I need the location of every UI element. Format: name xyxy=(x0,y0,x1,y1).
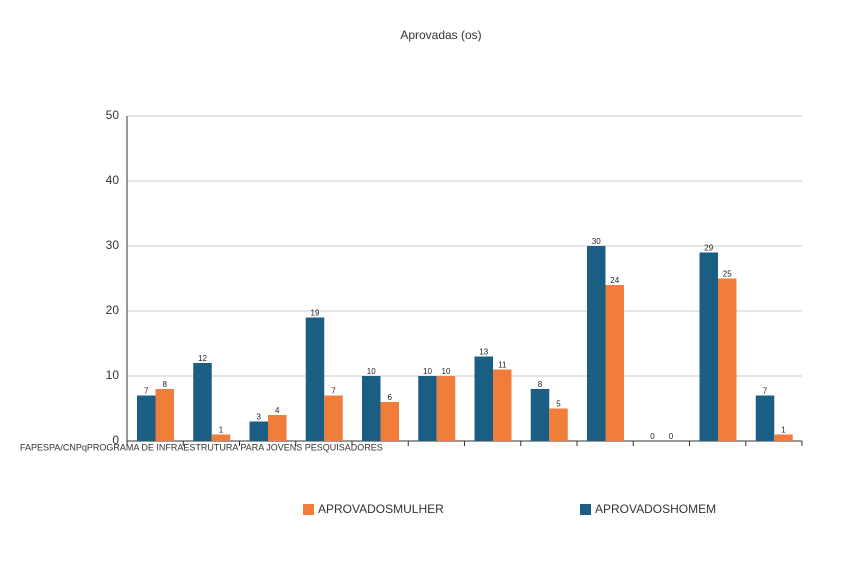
value-label: 0 xyxy=(669,432,674,441)
value-label: 24 xyxy=(610,276,619,285)
bar xyxy=(193,363,212,441)
y-tick-label: 30 xyxy=(106,238,120,252)
chart-background xyxy=(22,26,858,526)
bar xyxy=(268,415,287,441)
legend-swatch xyxy=(580,504,591,515)
y-tick-label: 20 xyxy=(106,303,120,317)
value-label: 12 xyxy=(198,354,207,363)
value-label: 30 xyxy=(592,237,601,246)
bar xyxy=(474,356,493,441)
bar xyxy=(211,434,231,441)
value-label: 0 xyxy=(650,432,655,441)
bar xyxy=(587,246,606,441)
bar xyxy=(755,395,775,441)
value-label: 10 xyxy=(442,367,451,376)
bar xyxy=(718,278,737,441)
bar xyxy=(380,402,399,441)
bar xyxy=(418,376,437,441)
bar xyxy=(324,395,343,441)
bar xyxy=(155,389,174,441)
value-label: 10 xyxy=(423,367,432,376)
chart-title: Aprovadas (os) xyxy=(400,28,481,42)
value-label: 6 xyxy=(388,393,393,402)
value-label: 11 xyxy=(498,361,507,370)
y-tick-label: 10 xyxy=(106,368,120,382)
bar xyxy=(699,252,718,441)
value-label: 4 xyxy=(275,406,280,415)
value-label: 8 xyxy=(538,380,543,389)
y-tick-label: 50 xyxy=(106,108,120,122)
legend-label: APROVADOSMULHER xyxy=(318,502,444,516)
value-label: 25 xyxy=(723,270,732,279)
legend-label: APROVADOSHOMEM xyxy=(595,502,716,516)
bar xyxy=(137,395,156,441)
bar xyxy=(362,376,381,441)
value-label: 8 xyxy=(163,380,168,389)
bar xyxy=(549,408,568,441)
bar xyxy=(249,421,268,441)
value-label: 1 xyxy=(219,426,224,435)
value-label: 7 xyxy=(763,387,768,396)
value-label: 13 xyxy=(479,348,488,357)
value-label: 10 xyxy=(367,367,376,376)
value-label: 3 xyxy=(257,413,262,422)
bar xyxy=(305,317,325,441)
y-tick-label: 0 xyxy=(112,433,119,447)
bar xyxy=(530,389,550,441)
bar xyxy=(436,376,456,441)
bar xyxy=(493,369,512,441)
value-label: 5 xyxy=(556,400,561,409)
value-label: 7 xyxy=(144,387,149,396)
value-label: 29 xyxy=(704,244,713,253)
value-label: 1 xyxy=(781,426,786,435)
value-label: 7 xyxy=(331,387,336,396)
legend-swatch xyxy=(303,504,314,515)
bar xyxy=(774,434,793,441)
value-label: 19 xyxy=(311,309,320,318)
bar xyxy=(605,285,624,441)
x-tick-label: FAPESPA/CNPqPROGRAMA DE INFRAESTRUTURA P… xyxy=(20,442,383,452)
y-tick-label: 40 xyxy=(106,173,120,187)
